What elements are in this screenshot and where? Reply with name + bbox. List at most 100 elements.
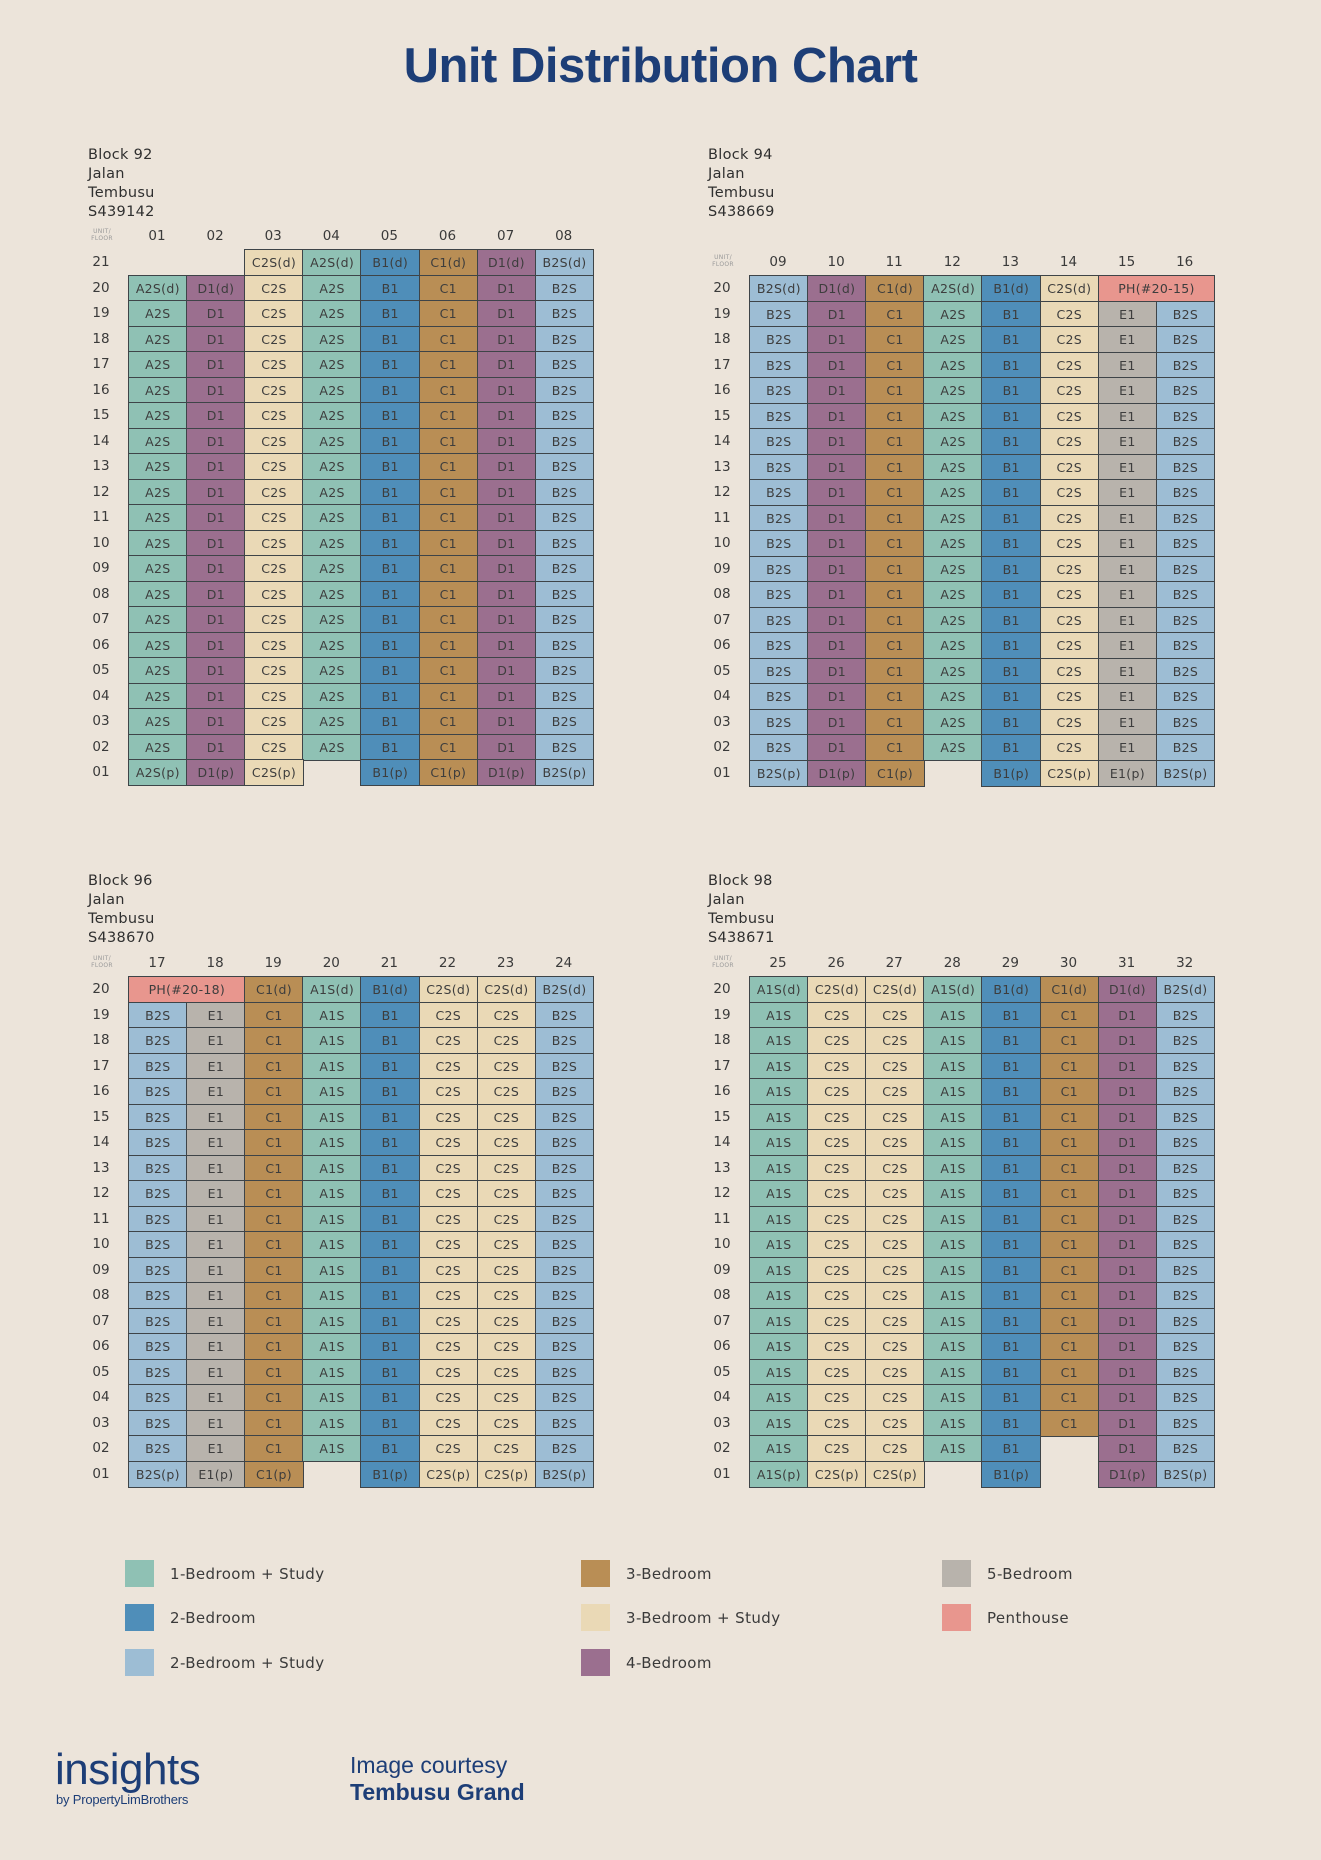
- unit-cell: A2S: [128, 376, 188, 404]
- unit-cell: B1: [360, 580, 420, 608]
- unit-cell: C1: [1039, 1409, 1100, 1437]
- unit-cell: A1S: [923, 1435, 983, 1462]
- unit-cell: B1: [360, 1154, 420, 1182]
- block-street: Jalan Tembusu: [708, 166, 775, 201]
- floor-label: 06: [92, 1338, 110, 1354]
- unit-cell: B2S: [534, 1282, 595, 1309]
- unit-cell: D1: [186, 631, 246, 659]
- floor-label: 04: [713, 688, 731, 704]
- unit-cell: A1S: [302, 1129, 362, 1156]
- unit-cell: A2S: [302, 682, 362, 710]
- unit-cell: B2S: [1155, 1001, 1216, 1029]
- unit-cell: C2S: [807, 1027, 867, 1054]
- unit-cell: B1: [360, 1180, 420, 1207]
- unit-cell: B2S: [534, 1256, 595, 1284]
- unit-cell: B1: [981, 402, 1041, 430]
- unit-cell: B1: [360, 1129, 420, 1156]
- unit-header: 09: [769, 254, 787, 270]
- unit-cell: D1: [476, 733, 537, 761]
- unit-cell: C1: [418, 351, 479, 378]
- unit-cell: B2S: [1155, 632, 1216, 659]
- unit-cell: A1S: [749, 1307, 809, 1335]
- unit-cell: B2S: [534, 1052, 595, 1080]
- unit-cell: B1: [360, 1052, 420, 1080]
- unit-cell: D1: [1097, 1078, 1158, 1105]
- unit-cell: D1: [476, 453, 537, 480]
- unit-cell: A2S: [923, 351, 983, 379]
- unit-cell: C2S: [807, 1384, 867, 1411]
- floor-label: 17: [713, 356, 731, 373]
- unit-cell: D1: [807, 632, 867, 659]
- unit-cell: C1: [865, 708, 925, 736]
- floor-label: 18: [713, 1032, 731, 1048]
- unit-cell: C1: [418, 708, 479, 735]
- unit-cell: B2S: [534, 555, 595, 582]
- unit-cell: B1: [981, 504, 1041, 532]
- unit-cell: A1S: [749, 1052, 809, 1080]
- unit-cell: C1: [865, 632, 925, 659]
- unit-cell: A2S: [923, 326, 983, 353]
- unit-cell: C2S: [476, 1078, 537, 1105]
- unit-cell: A2S: [302, 300, 362, 327]
- unit-cell: A2S: [128, 631, 188, 659]
- unit-header: 02: [206, 228, 224, 244]
- unit-cell: C2S: [1039, 402, 1100, 430]
- unit-cell: D1: [186, 402, 246, 429]
- floor-label: 09: [92, 560, 110, 576]
- unit-cell: C1: [418, 733, 479, 761]
- unit-cell: B2S: [749, 606, 809, 634]
- unit-cell: C2S(d): [1039, 275, 1100, 302]
- unit-cell: C2S: [865, 1205, 925, 1233]
- unit-header: 30: [1059, 955, 1078, 971]
- unit-cell: B1: [981, 351, 1041, 379]
- unit-cell: D1: [807, 326, 867, 353]
- unit-cell: E1: [1097, 479, 1158, 506]
- unit-cell: C2S: [476, 1103, 537, 1131]
- unit-cell: B2S: [1155, 1129, 1216, 1156]
- unit-cell: C1: [418, 453, 479, 480]
- unit-header: 17: [148, 955, 166, 971]
- unit-cell: C2S: [476, 1129, 537, 1156]
- unit-cell: A1S: [302, 1001, 362, 1029]
- block-postal: S438669: [708, 204, 775, 220]
- unit-cell: A2S: [923, 683, 983, 710]
- unit-cell: A1S: [302, 1384, 362, 1411]
- unit-cell: C1: [865, 453, 925, 481]
- unit-cell: C1(p): [244, 1460, 304, 1488]
- unit-cell: B2S: [534, 529, 595, 557]
- unit-floor-corner-label: UNIT/FLOOR: [87, 228, 117, 242]
- floor-label: 11: [92, 509, 110, 525]
- floor-label: 08: [92, 585, 110, 602]
- legend-swatch: [581, 1560, 610, 1587]
- unit-header: 19: [264, 955, 282, 971]
- floor-label: 16: [713, 382, 731, 398]
- unit-cell: D1(d): [807, 275, 867, 302]
- floor-label: 20: [92, 279, 110, 296]
- unit-cell: D1: [186, 376, 246, 404]
- unit-cell: C1: [244, 1409, 304, 1437]
- unit-cell: C1(p): [418, 759, 479, 786]
- unit-cell: C2S: [418, 1384, 479, 1411]
- unit-cell: C1: [1039, 1154, 1100, 1182]
- unit-cell: E1: [186, 1103, 246, 1131]
- floor-label: 01: [92, 764, 110, 780]
- unit-cell: A1S: [302, 1103, 362, 1131]
- unit-cell: B2S: [534, 427, 595, 455]
- unit-cell: D1(d): [1097, 976, 1158, 1003]
- unit-cell: D1: [186, 453, 246, 480]
- unit-cell: B2S: [534, 478, 595, 506]
- unit-cell: D1: [186, 504, 246, 531]
- unit-cell: C2S: [865, 1103, 925, 1131]
- floor-label: 05: [713, 1363, 731, 1380]
- unit-cell: C2S: [244, 478, 304, 506]
- unit-cell: C1: [418, 580, 479, 608]
- unit-cell: B2S: [1155, 708, 1216, 736]
- unit-cell: A1S: [749, 1282, 809, 1309]
- unit-cell: E1: [186, 1384, 246, 1411]
- floor-label: 03: [92, 1414, 110, 1431]
- unit-cell: B2S: [534, 682, 595, 710]
- unit-cell: B1: [981, 1205, 1041, 1233]
- block-address: Block 92 Jalan Tembusu S439142: [88, 146, 155, 222]
- unit-cell: D1(p): [186, 759, 246, 786]
- unit-cell: D1: [807, 504, 867, 532]
